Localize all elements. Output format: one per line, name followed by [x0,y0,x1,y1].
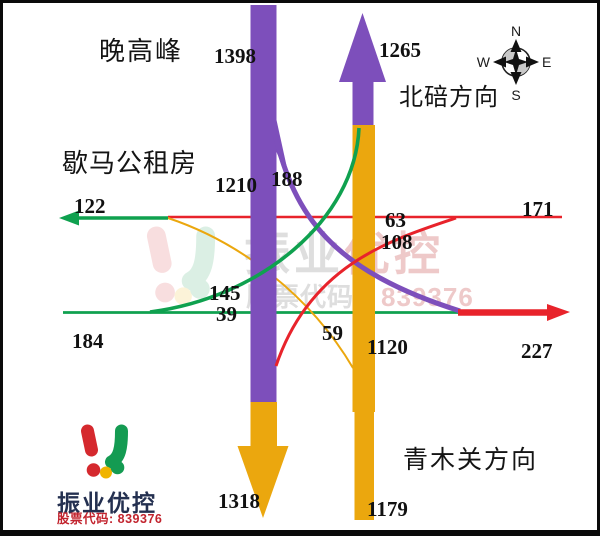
compass-icon: N W E S [477,23,552,103]
volume-west-outbound: 122 [74,194,106,218]
volume-north-inbound: 1398 [214,44,256,68]
west-area-label: 歇马公租房 [62,149,198,178]
west-left-turn-curve [149,127,361,314]
brand-logo-icon [81,424,128,479]
volume-east-outbound: 227 [521,339,553,363]
compass-north-label: N [511,23,521,39]
volume-south-left-turn: 59 [322,321,343,345]
peak-period-label: 晚高峰 [99,37,184,66]
volume-east-right-turn: 108 [381,230,413,254]
north-left-turn-curve [272,134,461,314]
volume-west-inbound: 184 [72,329,104,353]
volume-south-inbound: 1179 [367,497,408,521]
volume-west-through: 39 [216,302,237,326]
north-outbound-arrowhead [339,13,386,82]
volume-north-outbound: 1265 [379,38,421,62]
west-outbound-arrowhead [59,210,79,226]
east-right-turn-curve [274,216,457,367]
south-direction-label: 青木关方向 [403,447,539,474]
east-outbound-arrowhead [547,304,570,321]
volume-west-left-turn: 145 [209,281,241,305]
south-outbound-arrowhead [237,446,289,518]
watermark-logo-icon [155,236,210,305]
volume-east-through: 63 [385,208,406,232]
volume-north-through: 1210 [215,173,257,197]
volume-south-outbound: 1318 [218,489,260,513]
volume-east-inbound: 171 [522,197,554,221]
north-direction-label: 北碚方向 [399,85,499,111]
flow-graphics: N W E S [59,5,570,520]
compass-south-label: S [511,87,520,103]
north-outbound-shaft [352,81,374,125]
south-outbound-shaft [250,402,277,446]
volume-south-through: 1120 [367,335,408,359]
brand-stock-code: 股票代码: 839376 [57,512,163,526]
brand-name-text: 振业优控 [57,490,157,516]
south-inbound-band-lower [354,412,374,520]
volume-north-left-turn: 188 [271,167,303,191]
north-inbound-band [250,5,277,402]
compass-west-label: W [477,54,491,70]
compass-east-label: E [542,54,551,70]
